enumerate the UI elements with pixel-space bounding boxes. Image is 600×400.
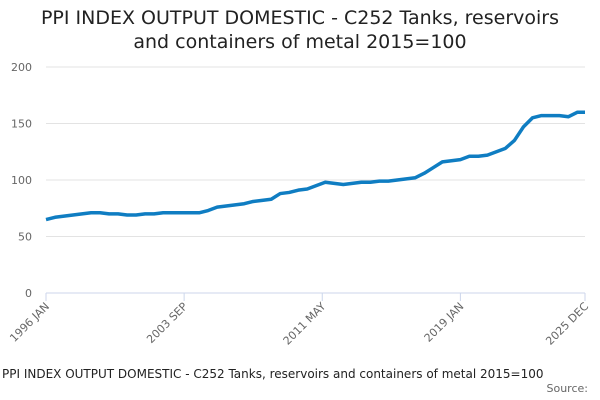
- x-tick-label: 2003 SEP: [144, 300, 190, 346]
- caption: PPI INDEX OUTPUT DOMESTIC - C252 Tanks, …: [2, 367, 543, 381]
- source: Source:: [547, 382, 589, 395]
- chart-title: PPI INDEX OUTPUT DOMESTIC - C252 Tanks, …: [40, 7, 560, 53]
- x-tick-label: 2025 DEC: [543, 300, 591, 348]
- x-tick-label: 2019 JAN: [422, 300, 467, 345]
- x-tick-label: 1996 JAN: [7, 300, 52, 345]
- y-tick-label: 200: [11, 61, 32, 74]
- data-line: [45, 110, 585, 222]
- y-tick-label: 50: [18, 231, 32, 244]
- y-tick-label: 0: [25, 287, 32, 300]
- x-tick-label: 2011 MAY: [281, 300, 329, 348]
- y-tick-label: 150: [11, 118, 32, 131]
- y-tick-label: 100: [11, 174, 32, 187]
